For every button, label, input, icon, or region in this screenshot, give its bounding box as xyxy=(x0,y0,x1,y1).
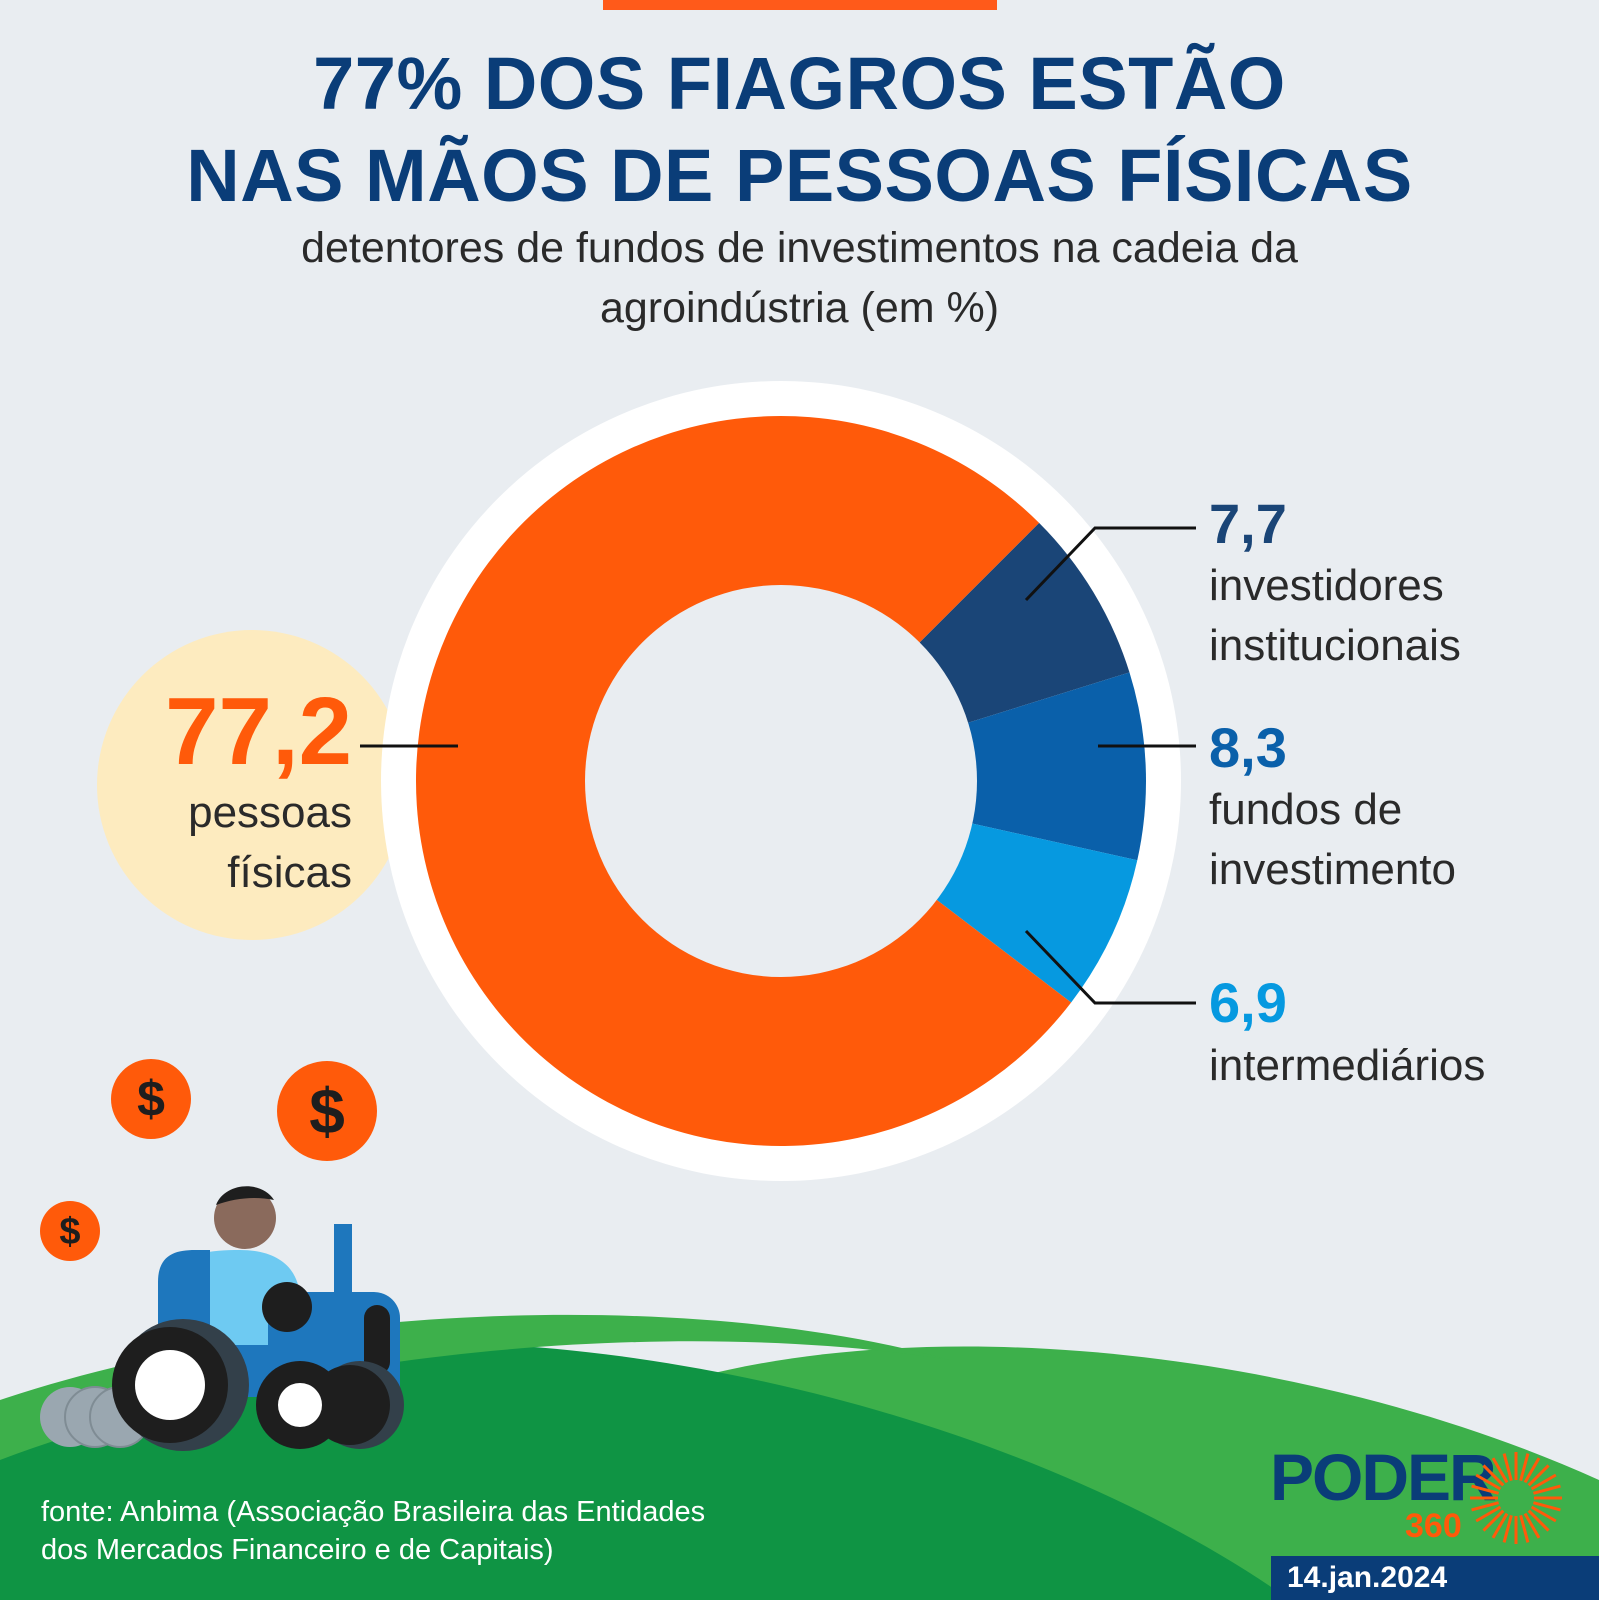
leader-line-intermediarios xyxy=(1024,929,1196,1005)
category-line: físicas xyxy=(227,848,352,897)
category-line: institucionais xyxy=(1209,621,1461,670)
donut-hole xyxy=(585,585,977,977)
leader-line-investidores xyxy=(1024,526,1196,602)
svg-text:$: $ xyxy=(137,1071,165,1127)
source-note: fonte: Anbima (Associação Brasileira das… xyxy=(41,1493,801,1569)
category-line: pessoas xyxy=(188,788,352,837)
sun-rays-icon xyxy=(1470,1452,1562,1544)
top-accent-bar xyxy=(603,0,997,10)
data-label-value: 8,3 xyxy=(1209,716,1287,779)
page-title-line2: NAS MÃOS DE PESSOAS FÍSICAS xyxy=(186,134,1413,217)
dollar-coin-icon: $ xyxy=(277,1061,377,1161)
data-label-value: 7,7 xyxy=(1209,492,1287,555)
publication-date: 14.jan.2024 xyxy=(1287,1561,1448,1594)
source-line: dos Mercados Financeiro e de Capitais) xyxy=(41,1534,554,1566)
page-subtitle: detentores de fundos de investimentos na… xyxy=(301,224,1298,272)
data-label-category: fundos de investimento xyxy=(1209,780,1599,900)
brand-logo-number: 360 xyxy=(1405,1507,1462,1545)
svg-text:$: $ xyxy=(309,1075,345,1147)
highlight-circle xyxy=(97,630,407,940)
category-line: fundos de xyxy=(1209,785,1403,834)
category-line: intermediários xyxy=(1209,1041,1486,1090)
source-line: fonte: Anbima (Associação Brasileira das… xyxy=(41,1496,706,1528)
category-line: investimento xyxy=(1209,845,1457,894)
brand-logo-text: PODER xyxy=(1270,1440,1497,1514)
dollar-coin-icon: $ xyxy=(40,1201,100,1261)
data-label-category: investidores institucionais xyxy=(1209,556,1599,676)
page-title: 77% DOS FIAGROS ESTÃO xyxy=(313,42,1286,125)
category-line: investidores xyxy=(1209,561,1444,610)
data-label-value: 77,2 xyxy=(165,678,352,785)
page-subtitle-line2: agroindústria (em %) xyxy=(599,284,1000,332)
svg-text:$: $ xyxy=(59,1211,80,1253)
data-label-category: intermediários xyxy=(1209,1036,1599,1096)
data-label-category: pessoas físicas xyxy=(100,783,352,903)
date-badge: 14.jan.2024 xyxy=(1271,1556,1599,1600)
dollar-coin-icon: $ xyxy=(111,1059,191,1139)
tractor-icon xyxy=(40,1224,404,1451)
data-label-value: 6,9 xyxy=(1209,971,1287,1034)
